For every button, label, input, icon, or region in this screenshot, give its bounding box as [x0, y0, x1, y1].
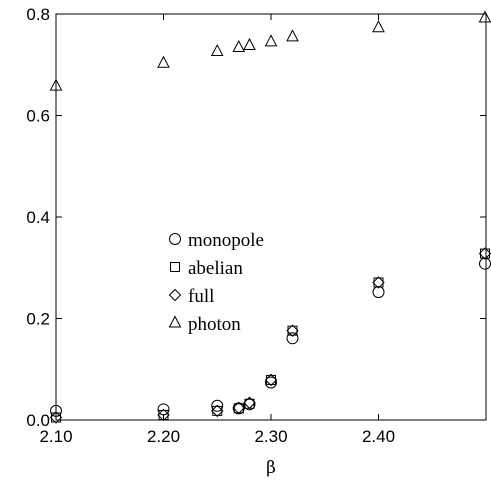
plot-frame — [55, 13, 487, 421]
full-point — [372, 276, 385, 289]
photon-point — [157, 55, 170, 68]
legend-abelian-marker — [170, 262, 180, 272]
monopole-point — [211, 399, 224, 412]
monopole-point — [479, 257, 491, 270]
monopole-point — [50, 404, 62, 417]
full-point — [243, 396, 256, 409]
legend-full-marker — [168, 288, 182, 302]
photon-point — [372, 20, 385, 33]
legend-monopole-label: monopole — [188, 230, 264, 251]
photon-point — [210, 43, 224, 57]
data-points — [49, 10, 491, 424]
photon-point — [243, 37, 256, 50]
monopole-point — [232, 402, 245, 415]
legend: monopole abelian full photon — [168, 230, 264, 335]
full-point — [49, 411, 63, 424]
legend-photon-marker — [168, 315, 182, 328]
monopole-point — [265, 376, 277, 389]
x-axis-title: β — [266, 458, 276, 478]
abelian-point — [51, 412, 61, 423]
photon-point — [49, 78, 63, 91]
abelian-point — [212, 405, 223, 416]
x-axis-ticks: 2.10 2.20 2.30 2.40 — [39, 14, 395, 446]
y-tick-label: 0.0 — [26, 411, 50, 430]
photon-point — [478, 10, 491, 23]
abelian-point — [373, 277, 384, 288]
x-tick-label: 2.20 — [147, 427, 180, 446]
y-tick-label: 0.2 — [26, 310, 50, 329]
y-tick-label: 0.6 — [26, 107, 50, 126]
monopole-point — [157, 403, 170, 416]
x-tick-label: 2.30 — [254, 427, 287, 446]
legend-monopole-marker — [169, 233, 181, 245]
abelian-point — [266, 374, 276, 385]
abelian-point — [287, 325, 298, 336]
legend-abelian-label: abelian — [188, 258, 243, 279]
legend-photon-label: photon — [188, 314, 241, 335]
x-tick-label: 2.40 — [362, 427, 395, 446]
y-tick-label: 0.4 — [26, 208, 50, 227]
full-point — [264, 373, 278, 387]
full-point — [157, 408, 170, 422]
photon-point — [232, 39, 246, 52]
photon-point — [264, 34, 278, 47]
full-point — [286, 324, 299, 337]
photon-point — [286, 29, 299, 42]
y-tick-label: 0.8 — [26, 5, 50, 24]
x-tick-label: 2.10 — [39, 427, 72, 446]
full-point — [232, 401, 245, 415]
monopole-point — [286, 332, 299, 345]
full-point — [211, 404, 224, 418]
legend-full-label: full — [188, 286, 214, 307]
abelian-point — [158, 409, 169, 420]
y-axis-ticks: 0.0 0.2 0.4 0.6 0.8 — [26, 5, 486, 430]
abelian-point — [480, 248, 490, 259]
full-point — [478, 247, 491, 260]
